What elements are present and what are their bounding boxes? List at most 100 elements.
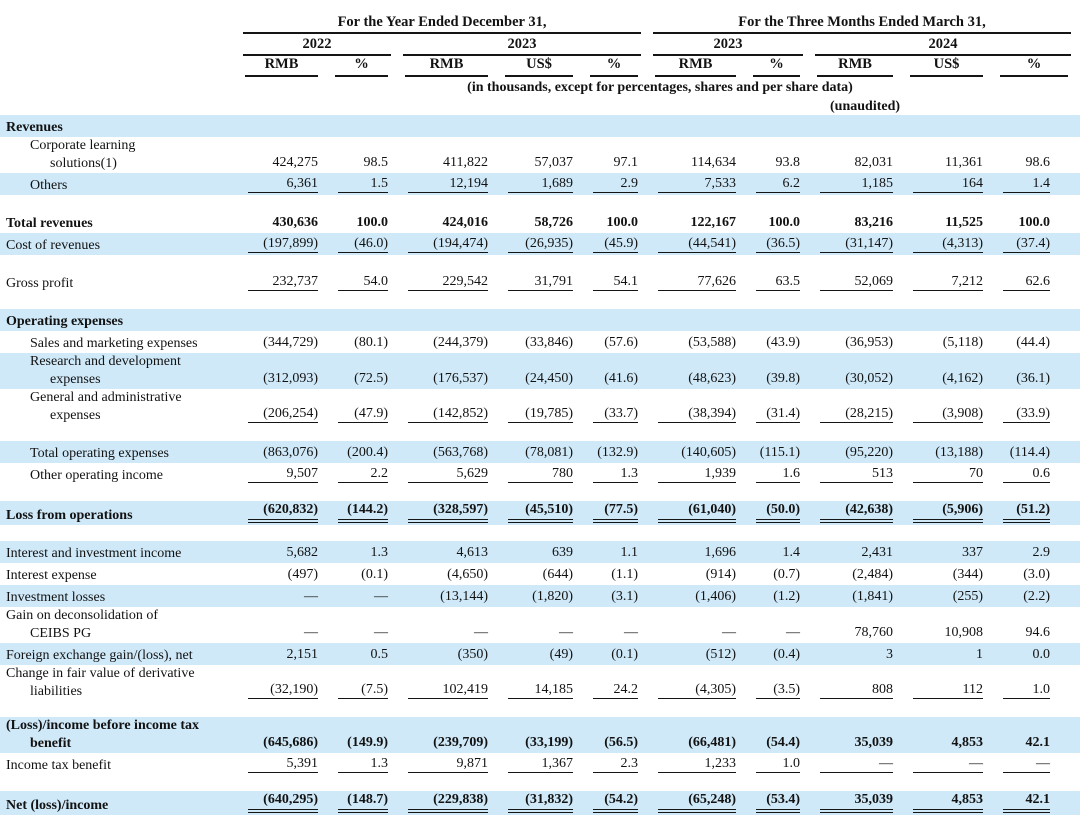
row-label-line: Revenues bbox=[6, 120, 63, 135]
row-label-line: Loss from operations bbox=[6, 508, 133, 523]
value-text: (95,220) bbox=[845, 445, 894, 460]
value-text bbox=[1003, 312, 1050, 329]
value-text: — bbox=[913, 755, 984, 773]
value-cell: 112 bbox=[905, 665, 995, 701]
value-cell: — bbox=[650, 607, 748, 643]
value-cell: (4,650) bbox=[400, 563, 500, 585]
column-header: % bbox=[748, 56, 812, 77]
value-cell bbox=[240, 309, 330, 331]
value-text: (3.5) bbox=[756, 681, 801, 699]
value-cell: (497) bbox=[240, 563, 330, 585]
value-text bbox=[820, 312, 893, 329]
value-cell: (4,313) bbox=[905, 233, 995, 255]
value-cell: — bbox=[400, 607, 500, 643]
value-text: (645,686) bbox=[263, 735, 318, 750]
value-cell: (344,729) bbox=[240, 331, 330, 353]
value-text bbox=[408, 118, 488, 135]
value-cell: 7,212 bbox=[905, 271, 995, 293]
value-text: (54.2) bbox=[593, 791, 639, 813]
value-cell: 411,822 bbox=[400, 137, 500, 173]
row-label-line: Change in fair value of derivative bbox=[6, 666, 195, 681]
value-cell: (44,541) bbox=[650, 233, 748, 255]
value-text: 1.3 bbox=[370, 545, 389, 560]
value-cell: 2.3 bbox=[585, 753, 650, 775]
value-cell: 62.6 bbox=[995, 271, 1080, 293]
value-text: 97.1 bbox=[613, 155, 639, 170]
value-text: 1.1 bbox=[620, 545, 639, 560]
value-cell: 9,507 bbox=[240, 463, 330, 485]
value-cell: 31,791 bbox=[500, 271, 585, 293]
value-text: (4,650) bbox=[447, 567, 488, 582]
value-cell: 6.2 bbox=[748, 173, 812, 195]
value-cell bbox=[995, 309, 1080, 331]
quarter-2024-group: 2024 bbox=[812, 34, 1080, 56]
value-text: — bbox=[374, 589, 388, 604]
value-text: 112 bbox=[913, 681, 984, 699]
row-label-line: Corporate learning bbox=[30, 138, 136, 153]
spacer-cell bbox=[0, 293, 1080, 309]
value-text: 2,151 bbox=[286, 647, 319, 662]
value-text bbox=[756, 312, 800, 329]
period-group-quarter-label: For the Three Months Ended March 31, bbox=[653, 14, 1072, 34]
row-label-line: Others bbox=[30, 178, 68, 193]
value-cell: (61,040) bbox=[650, 501, 748, 525]
value-text: 83,216 bbox=[854, 215, 894, 230]
value-text: 93.8 bbox=[775, 155, 801, 170]
table-row: Other operating income 9,507 2.2 5,629 780 1.… bbox=[0, 463, 1080, 485]
value-cell: 164 bbox=[905, 173, 995, 195]
value-cell: 14,185 bbox=[500, 665, 585, 701]
value-text bbox=[658, 312, 736, 329]
value-text: (36.5) bbox=[756, 235, 801, 253]
value-text bbox=[593, 312, 638, 329]
spacer-row bbox=[0, 425, 1080, 441]
spacer-cell bbox=[0, 485, 1080, 501]
value-text: (45.9) bbox=[593, 235, 639, 253]
value-text: 1.0 bbox=[756, 755, 801, 773]
value-text: 1.3 bbox=[593, 465, 639, 483]
value-cell: (24,450) bbox=[500, 353, 585, 389]
value-text: 6.2 bbox=[756, 175, 801, 193]
value-text: — bbox=[820, 755, 894, 773]
value-cell: (36.1) bbox=[995, 353, 1080, 389]
spacer-row bbox=[0, 701, 1080, 717]
value-text: — bbox=[722, 625, 737, 640]
value-text: (48,623) bbox=[688, 371, 737, 386]
value-cell: (45.9) bbox=[585, 233, 650, 255]
table-row: Interest and investment income 5,682 1.3 4,… bbox=[0, 541, 1080, 563]
value-text: 9,871 bbox=[408, 755, 488, 773]
spacer-cell bbox=[0, 425, 1080, 441]
value-text: 9,507 bbox=[248, 465, 318, 483]
value-cell: 1,939 bbox=[650, 463, 748, 485]
table-body: Revenues Corporate learning solutions(1) 42… bbox=[0, 115, 1080, 815]
value-text: 5,682 bbox=[286, 545, 319, 560]
value-cell: 7,533 bbox=[650, 173, 748, 195]
value-cell: (4,305) bbox=[650, 665, 748, 701]
value-cell: 0.0 bbox=[995, 643, 1080, 665]
value-cell bbox=[585, 309, 650, 331]
value-text: 82,031 bbox=[854, 155, 894, 170]
row-label: Corporate learning solutions(1) bbox=[0, 137, 240, 173]
value-cell bbox=[330, 115, 400, 137]
value-text: (4,313) bbox=[913, 235, 984, 253]
value-cell: (31,147) bbox=[812, 233, 905, 255]
value-cell: 77,626 bbox=[650, 271, 748, 293]
value-cell: (620,832) bbox=[240, 501, 330, 525]
value-text bbox=[756, 118, 800, 135]
value-cell bbox=[400, 115, 500, 137]
value-cell: — bbox=[500, 607, 585, 643]
value-cell: 93.8 bbox=[748, 137, 812, 173]
value-cell bbox=[812, 115, 905, 137]
value-text: (30,052) bbox=[845, 371, 894, 386]
value-text: (149.9) bbox=[347, 735, 388, 750]
value-text: (51.2) bbox=[1003, 501, 1051, 523]
value-text: 424,016 bbox=[442, 215, 489, 230]
corner-cell bbox=[0, 34, 240, 56]
value-cell: (644) bbox=[500, 563, 585, 585]
value-text: 14,185 bbox=[508, 681, 573, 699]
value-cell: 2,431 bbox=[812, 541, 905, 563]
value-text: 100.0 bbox=[356, 215, 389, 230]
table-row: Change in fair value of derivative liabil… bbox=[0, 665, 1080, 701]
value-cell: (206,254) bbox=[240, 389, 330, 425]
value-cell: (1,820) bbox=[500, 585, 585, 607]
value-text: 57,037 bbox=[534, 155, 574, 170]
